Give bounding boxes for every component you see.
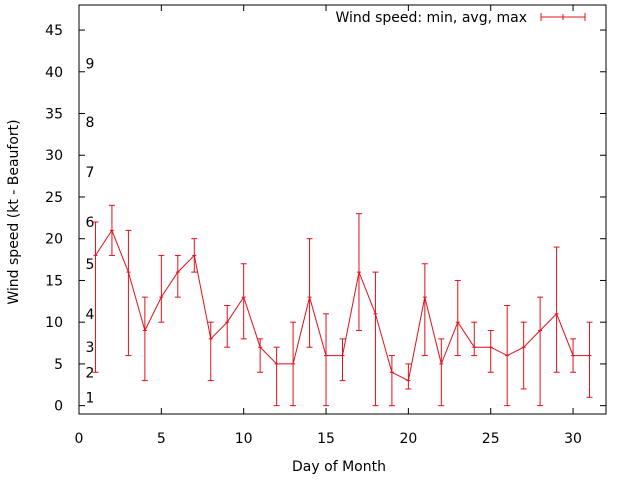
error-bar bbox=[355, 213, 362, 332]
beaufort-label: 2 bbox=[86, 365, 95, 381]
y-tick-label: 40 bbox=[45, 65, 63, 81]
error-bar bbox=[339, 338, 346, 382]
x-tick-label: 15 bbox=[317, 431, 335, 447]
beaufort-label: 6 bbox=[86, 215, 95, 231]
beaufort-label: 5 bbox=[86, 257, 95, 273]
error-bar bbox=[224, 304, 231, 348]
x-tick-label: 25 bbox=[482, 431, 500, 447]
y-tick-label: 5 bbox=[54, 357, 63, 373]
error-bar bbox=[405, 363, 412, 390]
beaufort-scale-labels: 1 2 3 4 5 6 7 8 9 bbox=[86, 56, 95, 406]
x-axis-label: Day of Month bbox=[292, 459, 386, 475]
y-tick-label: 30 bbox=[45, 148, 63, 164]
error-bar bbox=[520, 321, 527, 390]
wind-speed-series bbox=[92, 204, 593, 407]
error-bar bbox=[257, 338, 264, 373]
y-tick-label: 45 bbox=[45, 23, 63, 39]
y-axis-label: Wind speed (kt - Beaufort) bbox=[6, 119, 22, 304]
y-tick-label: 20 bbox=[45, 232, 63, 248]
y-tick-label: 35 bbox=[45, 107, 63, 123]
beaufort-label: 3 bbox=[86, 340, 95, 356]
error-bar bbox=[306, 238, 313, 348]
error-bar bbox=[141, 296, 148, 382]
beaufort-label: 9 bbox=[86, 56, 95, 72]
error-bar bbox=[570, 338, 577, 373]
x-tick-label: 0 bbox=[75, 431, 84, 447]
beaufort-label: 7 bbox=[86, 165, 95, 181]
error-bar bbox=[158, 254, 165, 323]
error-bar bbox=[191, 238, 198, 273]
legend: Wind speed: min, avg, max bbox=[335, 10, 586, 26]
legend-label: Wind speed: min, avg, max bbox=[335, 10, 527, 26]
x-axis-ticks: 0 5 10 15 20 25 30 bbox=[75, 5, 582, 447]
beaufort-label: 8 bbox=[86, 115, 95, 131]
error-bar bbox=[421, 263, 428, 357]
error-bar bbox=[586, 321, 593, 398]
y-tick-label: 0 bbox=[54, 399, 63, 415]
y-tick-label: 10 bbox=[45, 315, 63, 331]
error-bar bbox=[290, 321, 297, 407]
x-tick-label: 30 bbox=[564, 431, 582, 447]
x-tick-label: 5 bbox=[157, 431, 166, 447]
error-bar bbox=[372, 271, 379, 407]
error-bar bbox=[553, 246, 560, 373]
error-bar bbox=[471, 321, 478, 357]
error-bar bbox=[504, 304, 511, 407]
error-bar bbox=[454, 279, 461, 357]
error-bar bbox=[323, 313, 330, 407]
error-bar bbox=[240, 263, 247, 340]
error-bar bbox=[174, 254, 181, 298]
error-bar bbox=[438, 338, 445, 407]
error-bar bbox=[92, 221, 99, 373]
x-tick-label: 20 bbox=[399, 431, 417, 447]
error-bar bbox=[388, 355, 395, 407]
beaufort-label: 4 bbox=[86, 307, 95, 323]
y-tick-label: 25 bbox=[45, 190, 63, 206]
error-bar bbox=[273, 346, 280, 407]
error-bar bbox=[125, 229, 132, 357]
error-bar bbox=[108, 204, 115, 256]
error-bar bbox=[537, 296, 544, 407]
legend-key bbox=[540, 13, 586, 21]
plot-frame bbox=[78, 4, 607, 415]
x-tick-label: 10 bbox=[235, 431, 253, 447]
beaufort-label: 1 bbox=[86, 390, 95, 406]
error-bar bbox=[207, 321, 214, 382]
y-tick-label: 15 bbox=[45, 273, 63, 289]
error-bar bbox=[487, 330, 494, 373]
